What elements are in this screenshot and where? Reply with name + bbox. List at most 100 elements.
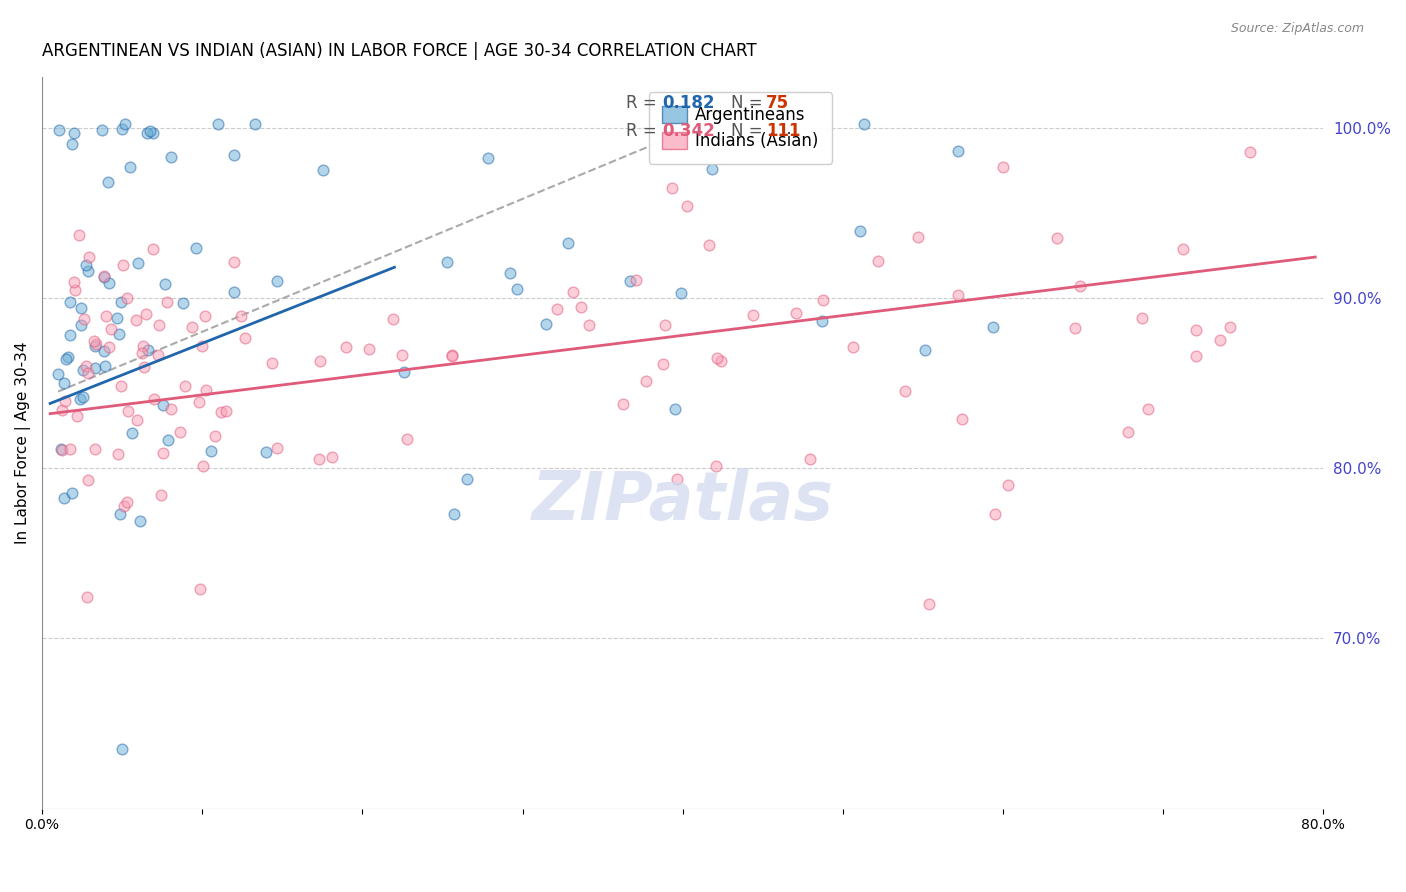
Point [93,268,115,283]
Point [997,478,1019,492]
Point [127,413,149,427]
Point [235,331,257,345]
Point [697,238,720,252]
Point [72,390,94,404]
Point [77,473,100,487]
Point [93,270,115,285]
Point [132,339,155,353]
Point [160,401,183,416]
Y-axis label: In Labor Force | Age 30-34: In Labor Force | Age 30-34 [15,342,31,544]
Point [357,342,380,356]
Text: Source: ZipAtlas.com: Source: ZipAtlas.com [1230,22,1364,36]
Point [63,126,86,140]
Point [619,274,641,288]
Point [97,276,120,290]
Point [215,404,238,418]
Point [110,379,132,393]
Point [894,384,917,399]
Point [75,359,97,373]
Point [60,137,83,152]
Point [652,357,675,371]
Point [456,472,478,486]
Point [156,294,179,309]
Point [634,374,657,388]
Point [76,591,98,605]
Point [114,117,136,131]
Point [391,348,413,362]
Point [562,285,585,300]
Point [1171,242,1194,256]
Point [100,322,122,336]
Point [84,442,107,456]
Point [112,499,135,513]
Point [624,273,647,287]
Point [1130,311,1153,326]
Point [51,402,73,417]
Point [172,295,194,310]
Point [190,339,212,353]
Point [67,228,90,243]
Point [918,598,941,612]
Point [229,309,252,323]
Point [785,305,807,319]
Point [55,352,77,367]
Point [69,318,91,332]
Point [138,123,160,137]
Point [84,339,107,353]
Point [1239,145,1261,160]
Point [69,392,91,406]
Point [194,310,217,324]
Point [254,445,277,459]
Point [53,491,76,505]
Point [666,472,689,486]
Point [706,351,728,366]
Point [142,127,165,141]
Point [115,495,138,509]
Point [51,443,73,458]
Point [150,487,173,501]
Point [335,340,357,354]
Point [125,313,148,327]
Point [612,396,634,410]
Point [97,340,120,354]
Point [86,337,108,351]
Point [59,328,82,343]
Point [1118,425,1140,440]
Text: 0.182: 0.182 [662,94,714,112]
Point [56,350,79,364]
Point [991,160,1014,174]
Point [260,356,283,370]
Point [169,425,191,440]
Point [700,162,723,177]
Point [222,285,245,299]
Point [180,320,202,334]
Text: 75: 75 [766,94,789,112]
Point [111,121,134,136]
Point [224,147,246,161]
Point [309,354,332,368]
Point [117,292,139,306]
Point [59,295,82,310]
Point [308,451,330,466]
Point [811,293,834,307]
Point [907,230,929,244]
Point [66,409,89,423]
Point [118,160,141,174]
Point [799,451,821,466]
Point [93,344,115,359]
Point [51,442,73,456]
Point [436,255,458,269]
Point [73,312,96,326]
Point [152,398,174,412]
Point [111,742,134,756]
Point [53,376,76,390]
Point [188,582,211,596]
Point [441,348,464,362]
Point [243,117,266,131]
Point [710,354,733,368]
Point [96,310,118,324]
Point [75,258,97,272]
Point [742,308,765,322]
Point [83,334,105,348]
Point [440,349,463,363]
